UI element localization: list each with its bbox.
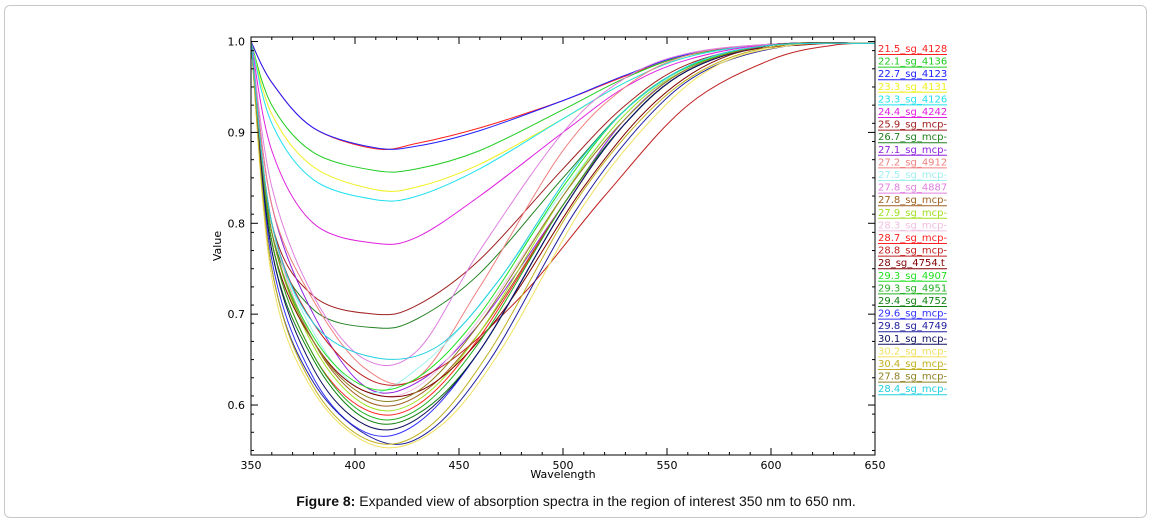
series-line xyxy=(250,41,876,402)
legend-entry-label: 23.3_sg_4131 xyxy=(878,82,947,93)
series-line xyxy=(250,41,876,445)
series-line xyxy=(250,41,876,398)
series-line xyxy=(250,41,876,245)
series-line xyxy=(250,41,876,202)
series-line xyxy=(250,41,876,391)
legend-entry-label: 30.1_sg_mcp- xyxy=(878,334,947,345)
legend-entry-label: 24.4_sg_4242 xyxy=(878,107,947,118)
x-tick-label: 550 xyxy=(657,459,678,472)
series-line xyxy=(250,41,876,431)
series-line xyxy=(250,41,876,416)
y-tick-label: 1.0 xyxy=(228,36,246,49)
legend-entry-label: 27.8_sg_mcp- xyxy=(878,372,947,383)
legend-entry-label: 28_sg_4754.t xyxy=(878,258,945,269)
legend-entry-label: 25.9_sg_mcp- xyxy=(878,120,947,131)
legend-entry-label: 27.2_sg_4912 xyxy=(878,157,947,168)
legend-entry-label: 27.5_sg_mcp- xyxy=(878,170,947,181)
legend-entry-label: 27.8_sg_mcp- xyxy=(878,195,947,206)
x-tick-label: 600 xyxy=(761,459,782,472)
axis-ticks: 350 400 450 500 550 600 650 0.6 0.7 0.8 0.9 1.0 xyxy=(228,36,886,472)
y-tick-label: 0.9 xyxy=(228,126,246,139)
legend-entry-label: 29.3_sg_4907 xyxy=(878,271,947,282)
legend-entry-label: 21.5_sg_4128 xyxy=(878,44,947,55)
y-tick-label: 0.7 xyxy=(228,308,246,321)
series-line xyxy=(250,41,876,385)
legend-entry-label: 27.1_sg_mcp- xyxy=(878,145,947,156)
figure-caption: Figure 8: Expanded view of absorption sp… xyxy=(0,493,1152,509)
legend-entry-label: 22.1_sg_4136 xyxy=(878,57,947,68)
legend-entry-label: 23.3_sg_4126 xyxy=(878,94,947,105)
series-line xyxy=(250,41,876,386)
series-line xyxy=(250,41,876,425)
y-tick-label: 0.6 xyxy=(228,399,246,412)
legend-entry-label: 29.6_sg_mcp- xyxy=(878,309,947,320)
legend-entry-label: 27.9_sg_mcp- xyxy=(878,208,947,219)
series-line xyxy=(250,41,876,173)
series-line xyxy=(250,41,876,367)
x-tick-label: 500 xyxy=(553,459,574,472)
legend-entry-label: 28.8_sg_mcp- xyxy=(878,246,947,257)
legend-entry-label: 29.8_sg_4749 xyxy=(878,321,947,332)
figure-frame xyxy=(4,5,1147,518)
x-tick-label: 650 xyxy=(865,459,886,472)
series-line xyxy=(250,41,876,407)
legend-entry-label: 27.8_sg_4887 xyxy=(878,183,947,194)
x-tick-label: 450 xyxy=(449,459,470,472)
series-line xyxy=(250,41,876,360)
legend-entry-label: 30.4_sg_mcp- xyxy=(878,359,947,370)
series-line xyxy=(250,41,876,398)
legend-entry-label: 28.4_sg_mcp- xyxy=(878,384,947,395)
x-axis-title: Wavelength xyxy=(530,468,595,481)
series-line xyxy=(250,41,876,449)
legend-entry-label: 29.3_sg_4951 xyxy=(878,283,947,294)
plot-lines xyxy=(250,41,876,449)
y-tick-label: 0.8 xyxy=(228,217,246,230)
caption-text: Expanded view of absorption spectra in t… xyxy=(355,493,856,509)
series-line xyxy=(250,41,876,412)
x-tick-label: 350 xyxy=(241,459,262,472)
series-line xyxy=(250,41,876,150)
series-line xyxy=(250,41,876,329)
legend-entry-label: 22.7_sg_4123 xyxy=(878,69,947,80)
legend-entry-label: 29.4_sg_4752 xyxy=(878,296,947,307)
x-tick-label: 400 xyxy=(345,459,366,472)
caption-label: Figure 8: xyxy=(296,493,356,509)
series-line xyxy=(250,41,876,150)
legend-entry-label: 28.7_sg_mcp- xyxy=(878,233,947,244)
absorption-spectra-chart: 350 400 450 500 550 600 650 0.6 0.7 0.8 0.9 1.0 Wav… xyxy=(211,36,947,481)
series-line xyxy=(250,41,876,445)
y-axis-title: Value xyxy=(211,231,224,261)
legend-entry-label: 26.7_sg_mcp- xyxy=(878,132,947,143)
plot-area-border xyxy=(250,36,876,456)
legend-entry-label: 30.2_sg_mcp- xyxy=(878,346,947,357)
legend-entry-label: 28.3_sg_mcp- xyxy=(878,220,947,231)
